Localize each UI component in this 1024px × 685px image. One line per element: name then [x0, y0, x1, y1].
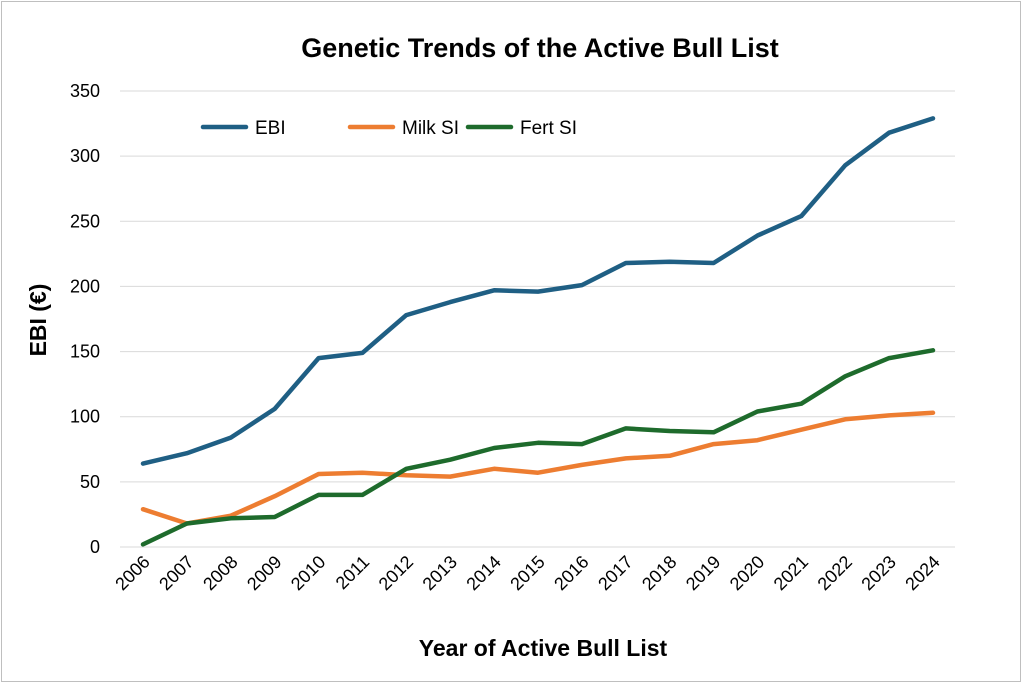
legend-label: Milk SI — [402, 118, 459, 139]
chart-title: Genetic Trends of the Active Bull List — [301, 33, 779, 63]
y-axis-title: EBI (€) — [25, 284, 51, 357]
x-tick-label: 2012 — [375, 552, 417, 594]
series-line-fert-si — [140, 348, 936, 547]
x-tick-label: 2011 — [332, 552, 374, 594]
x-tick-labels: 2006 2007 2008 2009 2010 2011 2012 2013 2014 2015… — [111, 552, 943, 594]
x-tick-label: 2010 — [287, 552, 329, 594]
y-tick-label: 300 — [70, 146, 100, 166]
gridlines — [120, 90, 955, 548]
x-tick-label: 2013 — [419, 552, 461, 594]
y-tick-label: 0 — [90, 537, 100, 557]
series-line-milk-si — [140, 410, 936, 526]
x-tick-label: 2024 — [901, 552, 943, 594]
x-tick-label: 2009 — [243, 552, 285, 594]
x-tick-label: 2007 — [155, 552, 197, 594]
legend-label: EBI — [255, 118, 286, 139]
x-tick-label: 2019 — [682, 552, 724, 594]
legend: EBI Milk SI Fert SI — [200, 118, 577, 139]
y-tick-label: 150 — [70, 342, 100, 362]
y-tick-label: 50 — [80, 472, 100, 492]
y-tick-label: 100 — [70, 407, 100, 427]
x-tick-label: 2021 — [770, 552, 812, 594]
x-tick-label: 2018 — [638, 552, 680, 594]
x-tick-label: 2016 — [550, 552, 592, 594]
series-lines — [140, 116, 936, 547]
y-tick-label: 350 — [70, 81, 100, 101]
x-tick-label: 2017 — [594, 552, 636, 594]
x-tick-label: 2020 — [726, 552, 768, 594]
x-tick-label: 2014 — [462, 552, 504, 594]
x-tick-label: 2015 — [506, 552, 548, 594]
x-tick-label: 2022 — [814, 552, 856, 594]
legend-label: Fert SI — [520, 118, 577, 139]
y-tick-labels: 0 50 100 150 200 250 300 350 — [70, 81, 100, 557]
x-axis-title: Year of Active Bull List — [419, 635, 668, 661]
x-tick-label: 2023 — [857, 552, 899, 594]
series-line-ebi — [140, 116, 936, 466]
x-tick-label: 2006 — [111, 552, 153, 594]
y-tick-label: 250 — [70, 211, 100, 231]
y-tick-label: 200 — [70, 276, 100, 296]
x-tick-label: 2008 — [199, 552, 241, 594]
